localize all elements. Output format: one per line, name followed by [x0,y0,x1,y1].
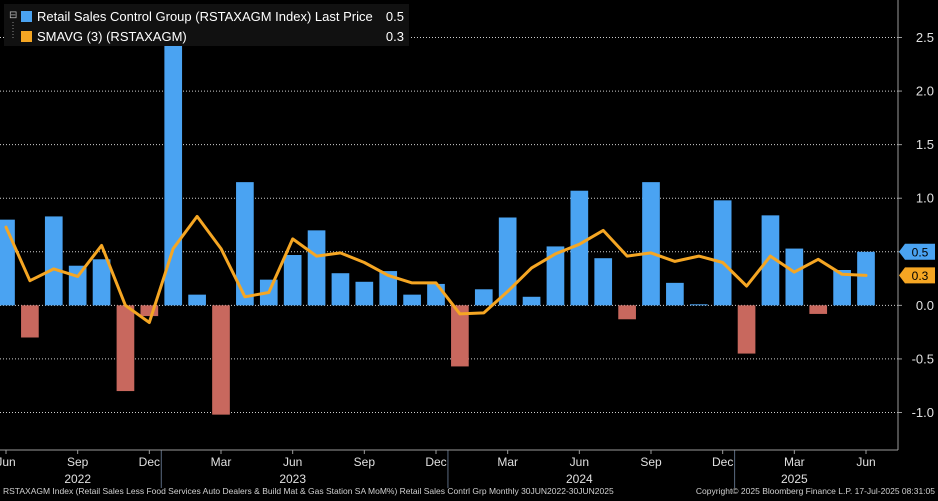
bar [809,305,828,314]
last-value-badge [899,267,935,284]
legend-swatch-line [21,31,32,42]
y-tick-label: 0.0 [916,298,934,313]
bar [283,255,302,306]
footer-description: RSTAXAGM Index (Retail Sales Less Food S… [3,486,614,496]
sma-line [4,214,868,324]
bar [833,270,851,306]
last-value-badge-label: 0.5 [912,245,929,259]
legend-collapse-icon[interactable]: ⊟ [9,10,17,21]
y-tick-label: 1.5 [916,137,934,152]
legend-swatch-bars [21,11,32,22]
bar [498,217,517,306]
bar-series [0,37,875,415]
last-value-badge [899,243,935,260]
line-series [4,214,868,324]
x-tick-label: Jun [0,455,16,469]
y-tick-label: 2.5 [916,30,934,45]
last-value-badge-label: 0.3 [912,269,929,283]
bar [44,216,63,306]
bar [761,215,780,306]
bar [522,296,541,306]
bar [618,305,636,320]
bar [21,305,39,338]
y-tick-label: 1.0 [916,191,934,206]
year-label: 2024 [566,472,593,486]
bar [642,182,660,306]
legend-value-bars: 0.5 [386,9,404,24]
bar [68,265,87,306]
bar [331,273,350,306]
y-tick-label: 2.0 [916,84,934,99]
x-tick-label: Jun [283,455,302,469]
bar [666,282,684,306]
bar [379,271,398,306]
bar [236,182,254,306]
x-tick-label: Mar [211,455,232,469]
y-tick-label: -0.5 [912,351,934,366]
bar [116,305,135,392]
last-value-badges: 0.5 0.3 [899,243,935,284]
axes: 2.5 2.0 1.5 1.0 0.5 0.0 -0.5 -1.0 Jun Sep Dec Mar Ju… [0,0,934,486]
bar [474,289,493,306]
bar [689,304,708,306]
bar [188,294,206,306]
legend-label-bars: Retail Sales Control Group (RSTAXAGM Ind… [37,9,373,24]
bar [785,248,804,306]
bar [403,294,421,306]
bar [92,259,111,306]
x-tick-label: Sep [67,455,89,469]
bar [857,251,875,306]
x-tick-label: Mar [497,455,518,469]
bar [212,305,230,415]
bar [427,283,445,306]
x-tick-label: Dec [712,455,733,469]
legend-background [4,4,409,46]
bar [570,190,589,306]
x-tick-label: Sep [640,455,662,469]
x-tick-label: Jun [570,455,589,469]
bar [140,305,159,317]
legend-value-line: 0.3 [386,29,404,44]
x-tick-label: Mar [784,455,805,469]
x-tick-label: Dec [139,455,160,469]
bar [164,37,183,306]
year-label: 2025 [781,472,808,486]
year-label: 2023 [279,472,306,486]
bar [355,281,374,306]
grid-lines [0,37,898,488]
year-label: 2022 [64,472,91,486]
bar [451,305,469,367]
bar [594,258,613,306]
x-tick-label: Dec [425,455,446,469]
bar [546,246,565,306]
legend: ⊟ Retail Sales Control Group (RSTAXAGM I… [4,4,409,46]
legend-label-line: SMAVG (3) (RSTAXAGM) [37,29,187,44]
y-tick-label: -1.0 [912,405,934,420]
bar [737,305,756,354]
bar [713,200,732,306]
x-tick-label: Sep [354,455,376,469]
footer-copyright: Copyright© 2025 Bloomberg Finance L.P. 1… [695,486,935,496]
bar [307,230,326,306]
x-tick-label: Jun [856,455,875,469]
